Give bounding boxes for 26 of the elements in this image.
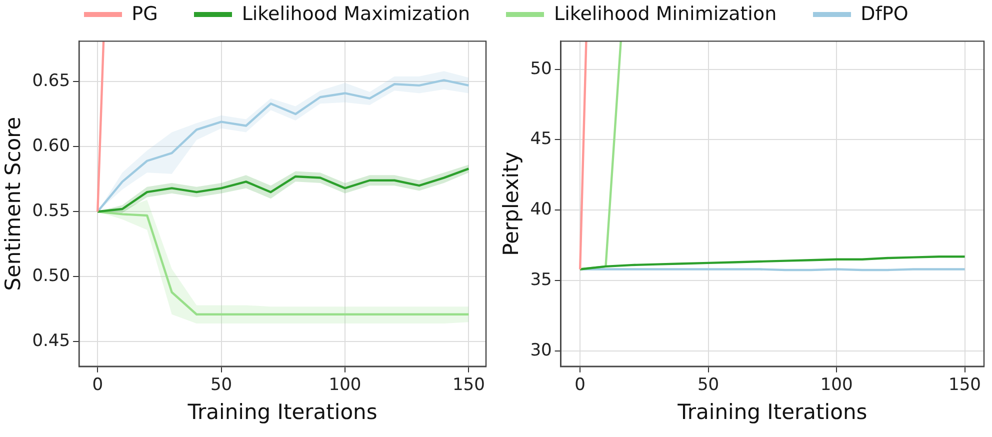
y-tick-label: 50 xyxy=(530,58,552,79)
x-axis-title: Training Iterations xyxy=(186,400,378,424)
legend-label: Likelihood Minimization xyxy=(554,3,777,25)
y-axis-title: Sentiment Score xyxy=(1,116,26,291)
x-tick-label: 150 xyxy=(452,375,485,396)
x-tick-label: 0 xyxy=(574,375,586,396)
x-tick-label: 50 xyxy=(210,375,232,396)
y-tick-label: 45 xyxy=(530,129,552,150)
legend-label: DfPO xyxy=(860,3,908,25)
y-tick-label: 35 xyxy=(530,270,552,290)
x-tick-label: 0 xyxy=(92,375,104,396)
x-tick-label: 50 xyxy=(697,375,720,396)
y-tick-label: 0.45 xyxy=(32,331,70,352)
legend-label: PG xyxy=(132,3,158,25)
y-tick-label: 30 xyxy=(530,340,552,360)
y-tick-label: 0.50 xyxy=(32,266,70,286)
x-tick-label: 100 xyxy=(820,375,853,396)
x-tick-label: 150 xyxy=(948,375,981,396)
x-tick-label: 100 xyxy=(328,375,362,396)
y-axis-title: Perplexity xyxy=(499,152,524,256)
legend-label: Likelihood Maximization xyxy=(242,3,470,25)
y-tick-label: 0.60 xyxy=(32,136,70,156)
y-tick-label: 0.65 xyxy=(32,70,70,91)
x-axis-title: Training Iterations xyxy=(676,400,868,424)
y-tick-label: 40 xyxy=(530,200,552,220)
y-tick-label: 0.55 xyxy=(32,201,70,222)
